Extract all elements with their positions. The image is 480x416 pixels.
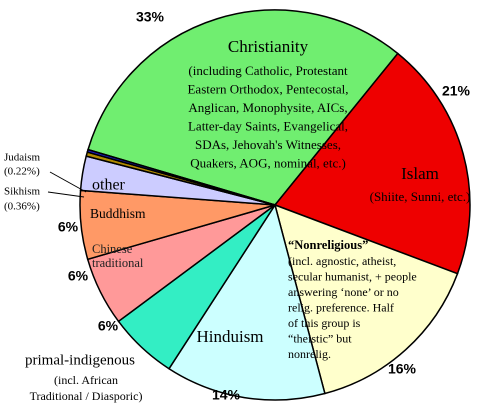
slice-note: (incl. African xyxy=(54,373,118,387)
value-label: 6% xyxy=(68,268,89,284)
slice-note: (incl. agnostic, atheist, xyxy=(288,254,396,268)
pie-slice xyxy=(167,203,326,401)
slice-note: “theistic” but xyxy=(288,331,352,345)
leader-line xyxy=(47,191,85,198)
slice-note: relig. preference. Half xyxy=(288,300,394,314)
slice-label: other xyxy=(92,177,126,194)
slice-label: Hinduism xyxy=(196,327,263,346)
slice-label: Islam xyxy=(401,164,439,183)
pie-slice xyxy=(87,9,399,206)
slice-note: SDAs, Jehovah's Witnesses, xyxy=(195,137,341,152)
slice-note: secular humanist, + people xyxy=(288,269,417,283)
value-label: 6% xyxy=(98,318,119,334)
slice-label: Sikhism xyxy=(4,186,41,198)
slice-note: nonrelig. xyxy=(288,347,331,361)
value-label: 16% xyxy=(388,361,417,377)
slice-note: Quakers, AOG, nominal, etc.) xyxy=(190,155,346,170)
slice-note: Anglican, Monophysite, AICs, xyxy=(188,100,347,115)
slice-note: Traditional / Diasporic) xyxy=(30,389,143,403)
slice-note: Latter-day Saints, Evangelical, xyxy=(188,118,348,133)
value-label: 14% xyxy=(212,387,241,403)
slice-label: Judaism xyxy=(4,152,41,164)
slice-label: Chinese traditional xyxy=(92,242,144,270)
slice-label: “Nonreligious” xyxy=(288,238,368,252)
leader-line xyxy=(49,171,87,193)
value-label: (0.22%) xyxy=(4,166,40,178)
value-label: 21% xyxy=(442,83,471,99)
value-label: 33% xyxy=(136,9,165,25)
pie-slice xyxy=(86,148,276,206)
value-label: 6% xyxy=(58,219,79,235)
slice-note: of this group is xyxy=(288,316,361,330)
slice-label: primal-indigenous xyxy=(25,352,135,368)
pie-slice xyxy=(273,203,459,395)
slice-note: (Shiite, Sunni, etc.) xyxy=(370,189,471,204)
pie-slice xyxy=(273,52,471,275)
slice-label: Christianity xyxy=(228,37,309,56)
slice-note: (including Catholic, Protestant xyxy=(188,63,348,78)
slice-note: answering ‘none’ or no xyxy=(288,285,399,299)
slice-note: Eastern Orthodox, Pentecostal, xyxy=(187,81,348,96)
slice-label: Buddhism xyxy=(90,206,146,221)
value-label: (0.36%) xyxy=(4,201,40,213)
